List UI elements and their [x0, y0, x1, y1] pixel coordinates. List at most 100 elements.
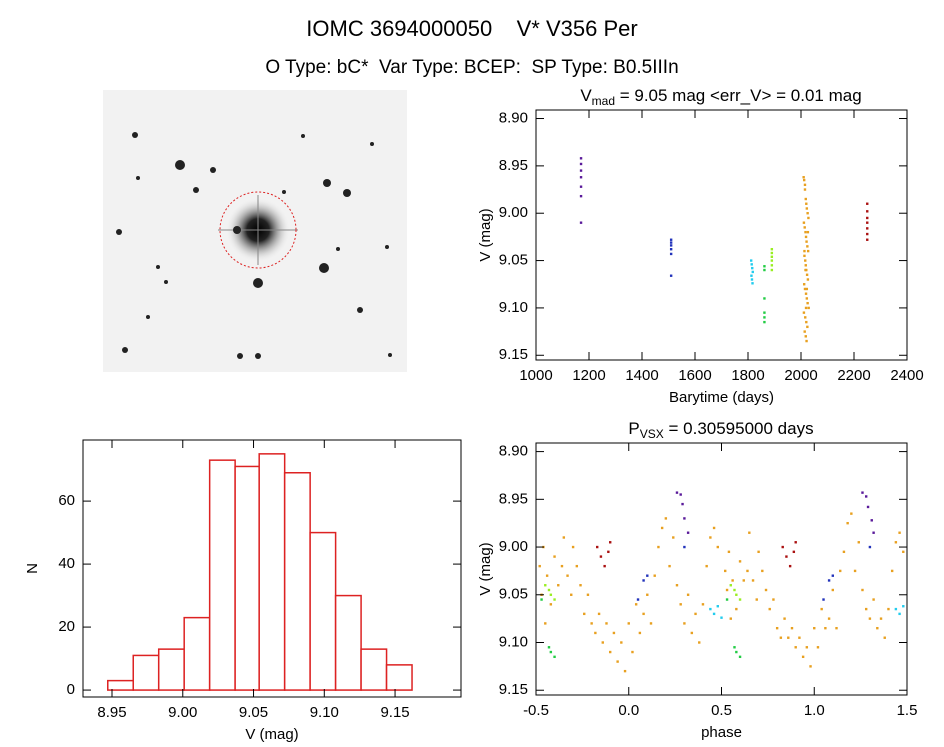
y-tick-label: 8.90	[499, 443, 528, 460]
point	[866, 210, 869, 213]
point	[609, 541, 612, 544]
point	[803, 249, 806, 253]
point	[746, 569, 749, 573]
point	[804, 264, 807, 267]
point	[802, 283, 806, 286]
point	[866, 505, 870, 509]
point	[668, 564, 671, 568]
point	[861, 588, 864, 592]
point	[804, 197, 807, 201]
page-subtitle: O Type: bC* Var Type: BCEP: SP Type: B0.…	[265, 57, 678, 78]
x-axis-label: phase	[701, 724, 742, 741]
point	[660, 526, 664, 530]
x-tick-label: 9.10	[310, 704, 339, 721]
point	[690, 631, 694, 635]
y-tick-label: 9.00	[499, 538, 528, 555]
point	[579, 162, 583, 166]
point	[824, 626, 827, 630]
point	[803, 330, 806, 333]
point	[890, 569, 894, 573]
y-axis-label: V (mag)	[477, 208, 494, 261]
point	[679, 603, 682, 606]
x-axis-label: V (mag)	[245, 726, 298, 743]
bar	[234, 465, 260, 691]
bar	[283, 472, 311, 691]
point	[733, 646, 736, 649]
point	[806, 301, 809, 305]
bar	[385, 664, 413, 691]
point	[724, 569, 727, 573]
point	[883, 636, 886, 639]
point	[835, 626, 838, 630]
point	[669, 238, 673, 241]
point	[775, 626, 779, 630]
bar	[107, 679, 134, 691]
point	[540, 598, 543, 601]
point	[727, 550, 731, 554]
point	[802, 311, 806, 314]
bar	[132, 654, 160, 691]
bar	[157, 648, 185, 691]
point	[742, 579, 745, 582]
point	[601, 641, 604, 644]
point	[612, 631, 616, 635]
x-tick-label: 1.0	[804, 702, 825, 719]
point	[586, 593, 590, 596]
point	[657, 545, 660, 549]
point	[738, 598, 742, 601]
point	[894, 607, 898, 611]
point	[725, 598, 729, 601]
point	[831, 574, 834, 577]
point	[675, 491, 679, 494]
point	[802, 176, 805, 179]
point	[827, 617, 831, 620]
point	[751, 270, 754, 274]
x-tick-label: 1400	[625, 367, 658, 384]
point	[653, 574, 656, 577]
y-tick-label: 8.95	[499, 490, 528, 507]
point	[802, 178, 806, 182]
point	[804, 335, 807, 338]
point	[757, 550, 760, 554]
point	[763, 265, 766, 268]
point	[597, 612, 601, 616]
point	[750, 278, 754, 281]
point	[716, 605, 719, 608]
point	[669, 241, 673, 244]
point	[813, 626, 816, 630]
point	[646, 593, 649, 596]
point	[729, 584, 732, 587]
point	[748, 531, 751, 534]
point	[794, 541, 797, 544]
point	[642, 579, 645, 582]
title-rest: = 9.05 mag <err_V> = 0.01 mag	[615, 86, 862, 105]
x-tick-label: 8.95	[97, 704, 126, 721]
title-subscript: VSX	[640, 427, 664, 441]
point	[822, 598, 825, 601]
point	[770, 264, 774, 267]
point	[751, 266, 754, 270]
point	[801, 655, 805, 659]
x-tick-label: 1600	[678, 367, 711, 384]
point	[631, 650, 634, 654]
x-tick-label: 9.05	[239, 704, 268, 721]
point	[864, 495, 868, 498]
point	[701, 603, 705, 606]
y-tick-label: 9.05	[499, 586, 528, 603]
chart-title: PVSX = 0.30595000 days	[628, 419, 813, 441]
point	[876, 626, 879, 630]
point	[751, 579, 755, 582]
point	[579, 194, 583, 198]
title-main: P	[628, 419, 639, 438]
point	[579, 221, 583, 224]
title-rest: = 0.30595000 days	[664, 419, 814, 438]
point	[805, 273, 809, 276]
point	[683, 517, 686, 520]
point	[603, 564, 606, 568]
y-tick-label: 9.10	[499, 633, 528, 650]
point	[868, 545, 872, 549]
point	[709, 536, 712, 539]
point	[902, 550, 905, 554]
point	[763, 311, 766, 314]
point	[805, 202, 808, 205]
